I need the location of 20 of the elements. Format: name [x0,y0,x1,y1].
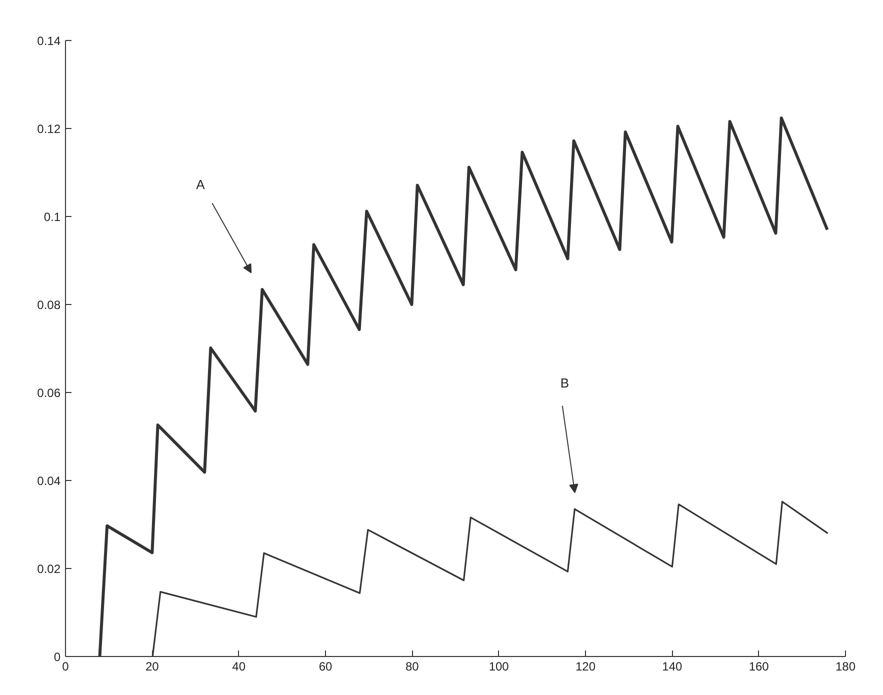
x-tick-label: 20 [145,660,160,674]
x-tick-label: 60 [318,660,332,674]
y-tick-label: 0.14 [37,34,61,48]
x-tick-label: 140 [662,660,683,674]
x-tick-label: 120 [575,660,596,674]
y-tick-label: 0.12 [37,122,61,136]
x-tick-label: 80 [405,660,420,674]
y-tick-label: 0 [54,650,61,664]
y-tick-label: 0.08 [37,298,61,312]
x-tick-label: 0 [62,660,70,674]
annotation: A [196,177,206,192]
x-tick-label: 100 [488,660,510,674]
y-tick-label: 0.1 [44,210,61,224]
annotation: B [560,375,570,390]
x-tick-label: 40 [232,660,246,674]
y-tick-label: 0.04 [37,474,61,488]
x-tick-label: 180 [835,660,856,674]
y-tick-label: 0.02 [37,562,61,576]
x-tick-label: 160 [748,660,770,674]
y-tick-label: 0.06 [37,386,61,400]
